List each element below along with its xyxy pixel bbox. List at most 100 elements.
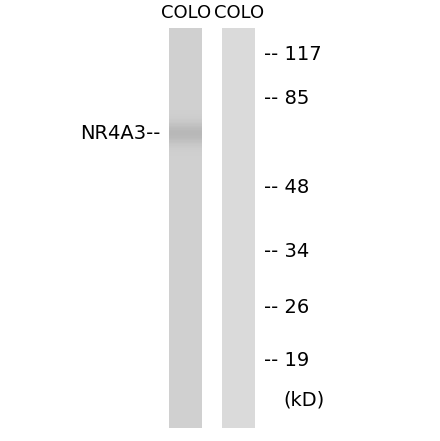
Bar [222,208,255,209]
Bar [222,127,255,128]
Bar [222,355,255,356]
Bar [169,233,202,235]
Bar [222,391,255,392]
Bar [222,223,255,224]
Bar [222,116,255,118]
Bar [222,255,255,256]
Bar [169,220,202,221]
Bar [222,239,255,240]
Bar [169,271,202,272]
Bar [169,355,202,356]
Bar [222,419,255,420]
Bar [222,119,255,120]
Bar [169,86,202,87]
Bar [169,118,202,119]
Bar [169,187,202,188]
Bar [169,349,202,351]
Bar [222,168,255,170]
Bar [222,246,255,247]
Bar [222,45,255,46]
Bar [169,149,202,151]
Bar [169,171,202,172]
Bar [222,157,255,159]
Bar [169,287,202,288]
Bar [169,299,202,300]
Bar [169,136,202,138]
Bar [222,120,255,122]
Bar [222,43,255,45]
Bar [169,372,202,374]
Bar [222,341,255,343]
Bar [169,114,202,115]
Bar [222,47,255,49]
Bar [222,256,255,258]
Bar [222,381,255,383]
Bar [222,188,255,190]
Bar [169,46,202,47]
Bar [169,328,202,329]
Bar [169,215,202,216]
Bar [222,114,255,115]
Bar [222,207,255,208]
Bar [169,153,202,155]
Bar [222,387,255,388]
Bar [222,374,255,375]
Bar [222,335,255,336]
Bar [222,124,255,126]
Bar [222,92,255,93]
Bar [222,233,255,235]
Bar [222,412,255,413]
Bar [169,296,202,297]
Bar [222,167,255,168]
Bar [169,420,202,421]
Bar [169,419,202,420]
Bar [169,264,202,265]
Bar [222,179,255,180]
Bar [222,407,255,408]
Bar [222,293,255,295]
Bar [169,238,202,239]
Bar [222,339,255,340]
Bar [169,84,202,86]
Bar [169,130,202,131]
Bar [169,280,202,281]
Bar [222,115,255,116]
Bar [222,172,255,174]
Bar [222,52,255,54]
Bar [222,351,255,352]
Bar [222,426,255,428]
Bar [169,392,202,393]
Bar [222,408,255,409]
Bar [222,247,255,248]
Bar [169,325,202,327]
Bar [222,262,255,263]
Bar [222,171,255,172]
Bar [222,95,255,96]
Bar [169,138,202,139]
Bar [222,411,255,412]
Bar [222,31,255,33]
Bar [169,376,202,377]
Bar [169,247,202,248]
Bar [222,138,255,139]
Bar [222,258,255,259]
Bar [169,267,202,268]
Bar [169,156,202,157]
Bar [169,202,202,203]
Bar [169,292,202,293]
Bar [169,422,202,424]
Bar [222,130,255,131]
Bar [222,122,255,123]
Bar [222,284,255,285]
Bar [222,424,255,425]
Bar [169,396,202,397]
Bar [169,227,202,228]
Bar [222,380,255,381]
Bar [222,252,255,254]
Bar [222,352,255,353]
Bar [169,186,202,187]
Bar [222,63,255,64]
Bar [169,217,202,219]
Bar [169,139,202,140]
Bar [222,375,255,376]
